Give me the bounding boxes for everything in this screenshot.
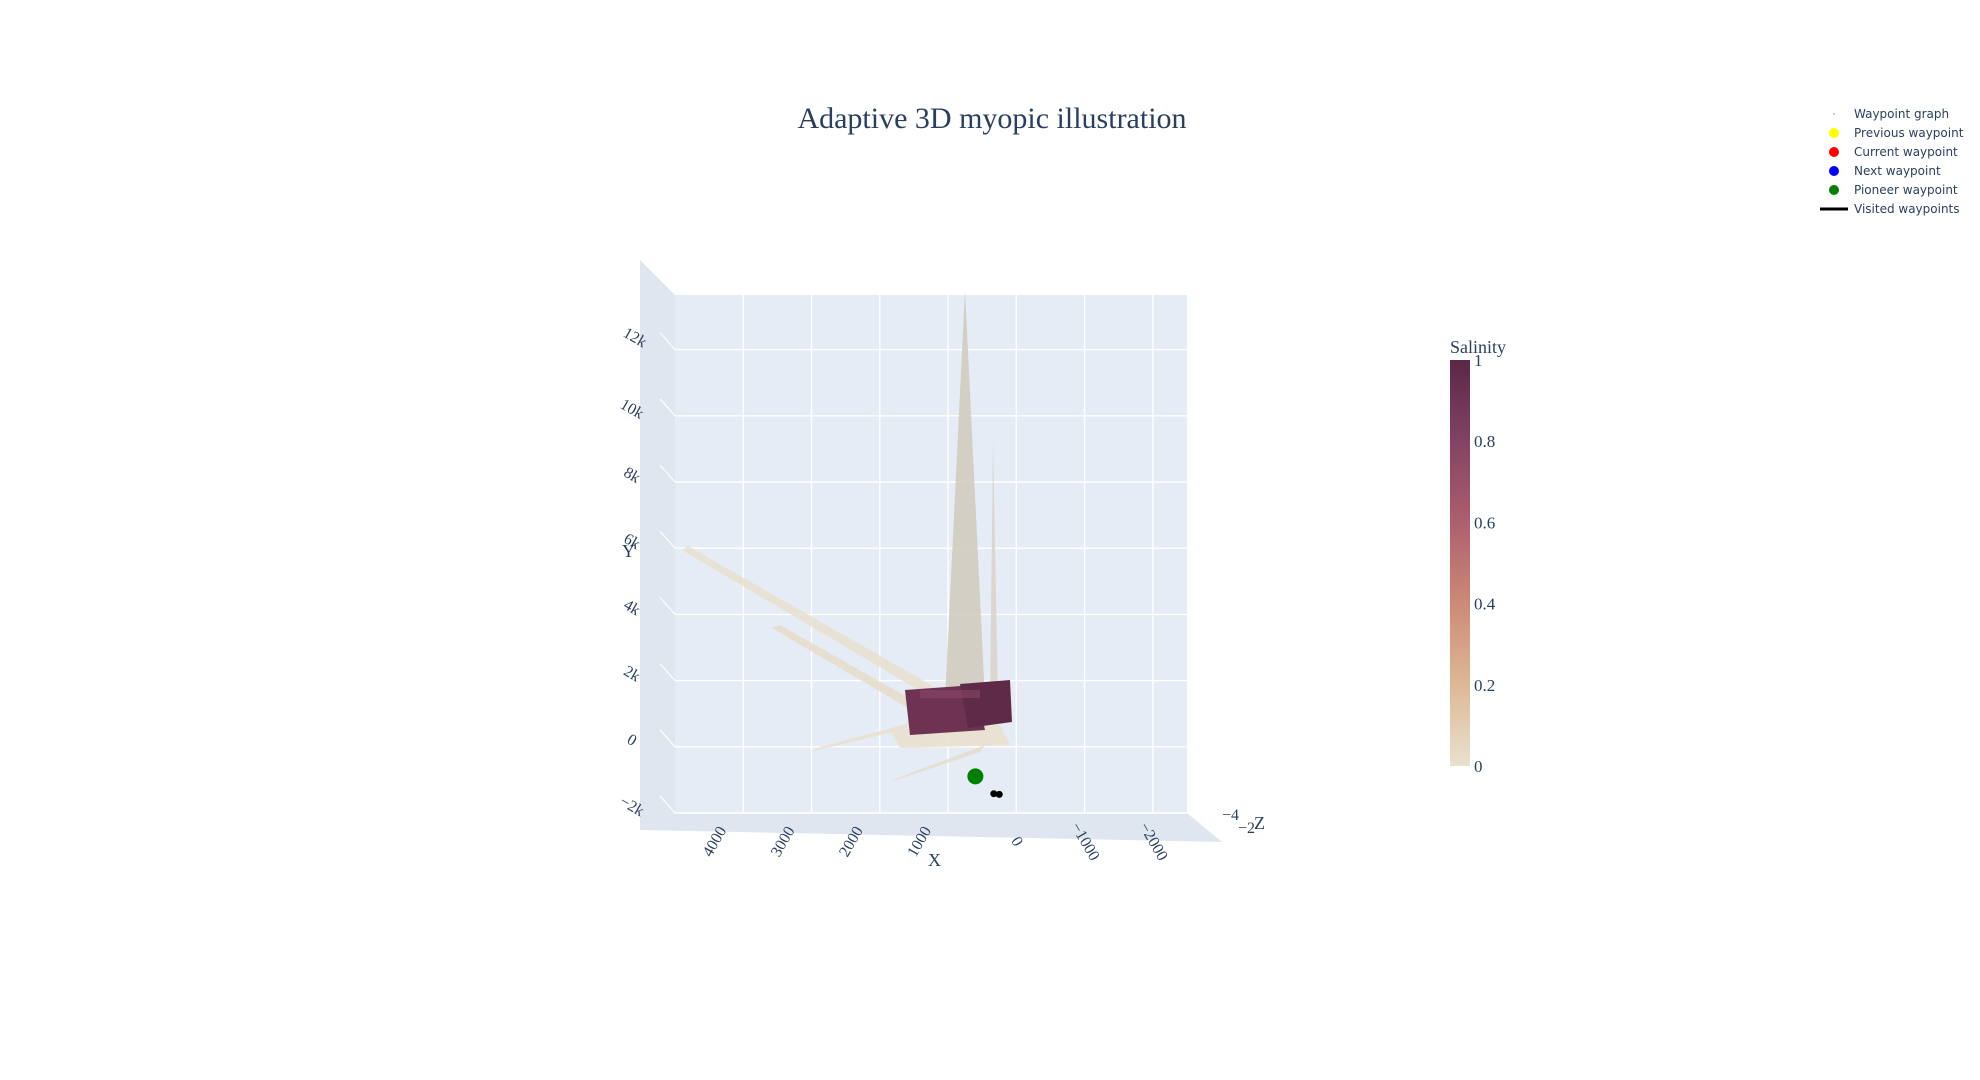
salinity-block-right — [960, 680, 1012, 728]
salinity-spike-thin — [990, 440, 998, 700]
colorbar-tick-label: 1 — [1474, 351, 1483, 370]
salinity-streak-lower — [810, 715, 940, 752]
y-tick-label: 4k — [621, 597, 643, 620]
legend-dot-swatch — [1832, 112, 1836, 116]
grid-line-y-side — [659, 795, 676, 814]
y-tick-label: 0 — [624, 731, 639, 750]
legend-marker-swatch — [1829, 185, 1839, 195]
floor-pane — [640, 813, 1222, 842]
z-tick-labels: −4−2 — [1222, 807, 1255, 837]
grid-line-y-side — [659, 597, 676, 615]
legend-label: Visited waypoints — [1854, 202, 1960, 216]
colorbar-tick-label: 0.8 — [1474, 432, 1495, 451]
colorbar-tick-labels: 1 0.8 0.6 0.4 0.2 0 — [1474, 351, 1496, 776]
y-tick-label: 6k — [621, 530, 643, 553]
colorbar-tick-label: 0.6 — [1474, 513, 1495, 532]
grid-line-y-side — [659, 398, 676, 417]
legend-item[interactable]: Previous waypoint — [1829, 126, 1964, 140]
visited-waypoint-marker — [995, 790, 1003, 798]
colorbar-tick-label: 0.2 — [1474, 676, 1495, 695]
legend-item[interactable]: Current waypoint — [1829, 145, 1958, 159]
legend[interactable]: Waypoint graph Previous waypoint Current w… — [1820, 107, 1964, 216]
colorbar-title: Salinity — [1450, 337, 1506, 357]
legend-item[interactable]: Pioneer waypoint — [1829, 183, 1958, 197]
waypoints — [967, 768, 1003, 798]
colorbar-gradient — [1450, 360, 1470, 766]
y-tick-label: 2k — [621, 663, 643, 686]
grid-line-y-side — [659, 464, 676, 483]
salinity-streak-bottom — [890, 745, 985, 782]
y-tick-label: 8k — [621, 464, 643, 487]
pioneer-waypoint-marker — [967, 768, 984, 785]
left-pane — [640, 260, 675, 830]
salinity-streak-middle — [772, 625, 930, 715]
legend-item[interactable]: Waypoint graph — [1832, 107, 1949, 121]
legend-label: Current waypoint — [1854, 145, 1958, 159]
grid-line-y-side — [659, 530, 676, 549]
z-tick-label: −4 — [1222, 807, 1239, 824]
grid-line-y-side — [659, 332, 676, 350]
salinity-streak-upper — [682, 546, 940, 697]
salinity-spike — [945, 290, 985, 700]
z-axis-title: Z — [1254, 813, 1265, 833]
chart-title: Adaptive 3D myopic illustration — [797, 102, 1186, 135]
legend-marker-swatch — [1829, 147, 1839, 157]
x-axis-title: X — [928, 850, 941, 870]
scene[interactable]: 4000 3000 2000 1000 0 −1000 −2000 −2k02k4k6k8k… — [617, 260, 1265, 870]
visited-waypoint-marker — [990, 790, 998, 798]
grid-line-y-side — [659, 729, 676, 748]
legend-label: Pioneer waypoint — [1854, 183, 1958, 197]
salinity-block-highlight — [920, 690, 980, 698]
legend-item[interactable]: Next waypoint — [1829, 164, 1941, 178]
grid-line-y-side — [659, 663, 676, 681]
legend-marker-swatch — [1829, 128, 1839, 138]
salinity-surfaces — [682, 290, 1012, 782]
colorbar: Salinity 1 0.8 0.6 0.4 0.2 0 — [1450, 337, 1506, 776]
legend-marker-swatch — [1829, 166, 1839, 176]
y-axis-title: Y — [622, 541, 635, 561]
legend-label: Waypoint graph — [1854, 107, 1949, 121]
legend-label: Previous waypoint — [1854, 126, 1964, 140]
colorbar-tick-label: 0.4 — [1474, 595, 1496, 614]
colorbar-tick-label: 0 — [1474, 757, 1483, 776]
legend-item[interactable]: Visited waypoints — [1820, 202, 1960, 216]
z-tick-label: −2 — [1238, 820, 1255, 837]
legend-label: Next waypoint — [1854, 164, 1941, 178]
